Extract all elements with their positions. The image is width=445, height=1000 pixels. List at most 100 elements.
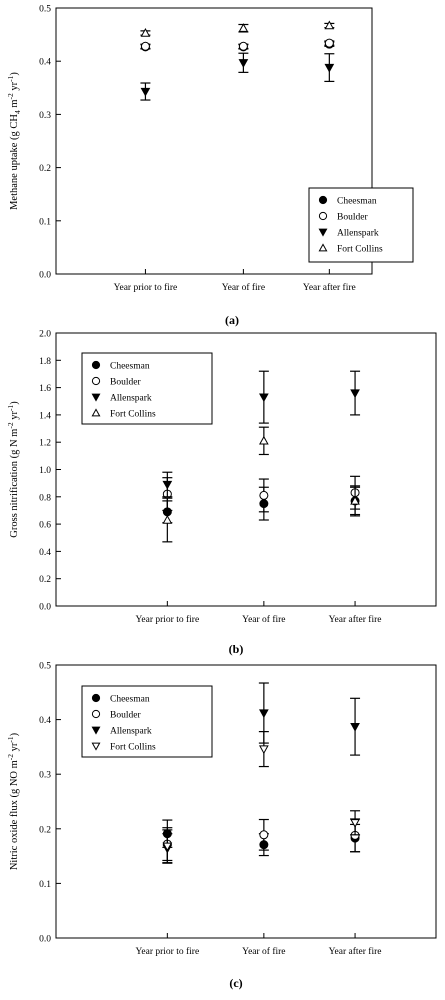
y-tick-label: 1.0 (39, 466, 51, 476)
x-tick-label: Year of fire (242, 946, 285, 957)
y-tick-label: 0.4 (39, 548, 51, 558)
y-tick-label: 0.8 (39, 493, 51, 503)
y-tick-label: 0.0 (39, 271, 51, 281)
y-axis-label-part: -2 (6, 422, 15, 428)
legend-label: Allenspark (337, 229, 379, 239)
y-tick-label: 0.0 (39, 603, 51, 613)
y-axis-label: Gross nitrification (g N m-2 yr-1) (6, 401, 20, 538)
legend-marker (318, 228, 328, 237)
y-tick-label: 0.4 (39, 716, 51, 726)
y-axis-label-part: ) (9, 72, 20, 76)
legend-marker (318, 243, 328, 252)
y-tick-label: 1.6 (39, 384, 51, 394)
y-axis-label: Nitric oxide flux (g NO m-2 yr-1) (6, 732, 20, 870)
y-axis-label-part: -1 (6, 75, 15, 81)
data-point (259, 393, 269, 403)
legend-marker (318, 211, 328, 221)
y-axis-label-part: Gross nitrification (g N m (9, 429, 20, 538)
data-point (140, 27, 151, 37)
panel-label: (b) (229, 642, 244, 656)
y-axis-label-part: -2 (6, 93, 15, 99)
x-tick-label: Year prior to fire (114, 282, 178, 293)
series-allenspark (162, 370, 361, 498)
legend-label: Cheesman (110, 362, 150, 372)
legend-marker (91, 408, 101, 417)
data-point (238, 41, 248, 51)
y-tick-label: 1.2 (39, 439, 51, 449)
data-point (259, 745, 269, 755)
y-axis-label-part: Methane uptake (g CH (9, 114, 20, 210)
legend: Cheesman Boulder Allenspark Fort Collins (308, 187, 414, 263)
data-point (350, 722, 360, 732)
series-boulder (162, 818, 361, 862)
chart-panel-2: 0.0 0.2 0.4 0.6 0.8 1.0 1.2 1.4 1.6 1.8 2.0 Year pr… (6, 330, 437, 656)
y-tick-label: 0.3 (39, 111, 51, 121)
chart-panel-1: 0.0 0.1 0.2 0.3 0.4 0.5 Year prior to fire Year… (6, 5, 414, 327)
legend-marker (91, 693, 101, 703)
x-tick-label: Year of fire (222, 282, 265, 293)
y-axis-label-part: 4 (13, 110, 22, 114)
data-point (324, 63, 335, 73)
chart-panel-3: 0.0 0.1 0.2 0.3 0.4 0.5 Year prior to fire Year… (6, 662, 437, 990)
y-tick-label: 0.2 (39, 825, 51, 835)
legend-label: Cheesman (337, 197, 377, 207)
x-tick-label: Year prior to fire (136, 946, 200, 957)
data-point (350, 819, 360, 828)
y-tick-label: 0.5 (39, 662, 51, 672)
series-fort-collins (162, 426, 361, 543)
legend-label: Allenspark (110, 727, 152, 737)
y-tick-label: 1.8 (39, 357, 51, 367)
y-tick-label: 0.1 (39, 217, 51, 227)
series-allenspark (140, 52, 335, 101)
legend-label: Boulder (110, 711, 141, 721)
plot-frame (55, 664, 437, 939)
legend-marker (318, 195, 328, 205)
x-tick-label: Year of fire (242, 614, 285, 625)
legend: Cheesman Boulder Allenspark Fort Collins (81, 685, 213, 758)
series-boulder (140, 38, 335, 51)
y-axis-label-part: -2 (6, 754, 15, 760)
y-axis-label: Methane uptake (g CH4 m-2 yr-1) (6, 72, 22, 210)
y-axis-label-part: yr (9, 411, 20, 423)
y-tick-label: 0.0 (39, 935, 51, 945)
y-axis-label-part: m (9, 99, 20, 110)
data-point (162, 514, 173, 524)
data-point (140, 87, 151, 97)
y-tick-label: 0.5 (39, 5, 51, 15)
legend-label: Boulder (337, 213, 368, 223)
y-axis-label-part: -1 (6, 405, 15, 411)
data-point (324, 38, 334, 48)
data-point (259, 830, 269, 840)
data-point (350, 495, 360, 505)
legend: Cheesman Boulder Allenspark Fort Collins (81, 352, 213, 425)
data-point (238, 23, 249, 32)
legend-label: Fort Collins (337, 245, 383, 255)
y-tick-label: 0.4 (39, 58, 51, 68)
y-axis-label-part: Nitric oxide flux (g NO m (9, 760, 20, 870)
legend-marker (91, 393, 101, 402)
panel-label: (a) (225, 313, 239, 327)
legend-label: Boulder (110, 378, 141, 388)
legend-marker (91, 726, 101, 735)
data-point (238, 59, 249, 68)
x-tick-label: Year after fire (329, 946, 382, 957)
y-tick-label: 0.1 (39, 880, 51, 890)
data-point (162, 842, 173, 852)
x-tick-label: Year after fire (303, 282, 356, 293)
legend-box (81, 352, 213, 425)
data-point (162, 480, 173, 490)
y-tick-label: 0.2 (39, 164, 51, 174)
legend-label: Allenspark (110, 394, 152, 404)
data-point (350, 389, 360, 399)
y-axis-label-part: yr (9, 81, 20, 93)
x-tick-label: Year after fire (329, 614, 382, 625)
y-tick-label: 1.4 (39, 411, 51, 421)
legend-marker (91, 376, 101, 386)
legend-label: Fort Collins (110, 410, 156, 420)
y-tick-label: 2.0 (39, 330, 51, 340)
legend-label: Cheesman (110, 695, 150, 705)
y-tick-label: 0.6 (39, 521, 51, 531)
y-axis-label-part: ) (9, 732, 20, 736)
plot-frame (55, 7, 373, 275)
